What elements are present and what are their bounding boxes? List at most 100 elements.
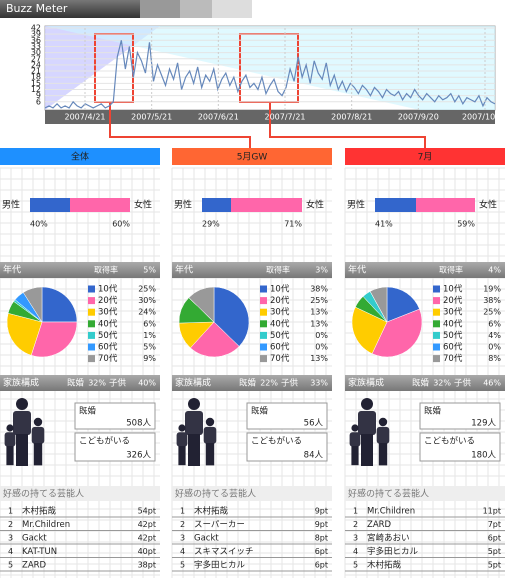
- pie-slice: [190, 321, 240, 358]
- person-head: [16, 398, 28, 410]
- info-box: [246, 402, 328, 430]
- rank: 1: [180, 507, 185, 516]
- legend-label: 10代: [270, 284, 290, 295]
- rank: 4: [180, 547, 185, 556]
- person-head: [6, 424, 14, 432]
- legend-swatch: [433, 355, 440, 363]
- legend-value: 0%: [315, 331, 328, 340]
- legend-swatch: [433, 320, 440, 328]
- name: Mr.Children: [367, 507, 415, 517]
- info-box: [74, 402, 156, 430]
- info-box: [419, 432, 501, 462]
- legend-label: 10代: [98, 284, 118, 295]
- person-legs: [351, 446, 359, 466]
- legend-label: 20代: [270, 295, 290, 306]
- gender-label: 男性: [174, 199, 192, 211]
- person-body: [13, 411, 31, 435]
- legend-value: 25%: [138, 285, 156, 294]
- y-tick-label: 6: [36, 97, 41, 106]
- legend-label: 50代: [270, 330, 290, 341]
- rate-value: 4%: [488, 266, 501, 275]
- rate-label: 取得率: [266, 265, 290, 275]
- female-percent: 71%: [284, 220, 302, 229]
- legend-swatch: [260, 320, 267, 328]
- male-percent: 40%: [30, 220, 48, 229]
- y-tick-label: 36: [31, 36, 41, 45]
- info-value: 326人: [126, 451, 151, 461]
- married-rate: 32%: [433, 379, 451, 388]
- legend-label: 30代: [443, 307, 463, 318]
- rank: 5: [353, 561, 358, 570]
- rate-label: 取得率: [439, 265, 463, 275]
- info-box: [419, 402, 501, 430]
- x-tick-label: 2007/4/21: [64, 113, 105, 122]
- rank: 3: [353, 534, 358, 543]
- person-legs: [378, 443, 388, 466]
- legend-swatch: [260, 355, 267, 363]
- legend-swatch: [260, 285, 267, 293]
- legend-label: 30代: [270, 307, 290, 318]
- points: 8pt: [315, 534, 328, 543]
- person-legs: [205, 443, 215, 466]
- children-rate: 33%: [310, 379, 328, 388]
- legend-swatch: [88, 308, 95, 316]
- person-legs: [188, 434, 200, 466]
- married-label: 既婚: [239, 378, 257, 389]
- male-percent: 41%: [375, 220, 393, 229]
- legend-swatch: [433, 343, 440, 351]
- legend-value: 13%: [310, 308, 328, 317]
- person-head: [378, 417, 388, 427]
- name: スキマスイッチ: [194, 547, 254, 557]
- legend-label: 10代: [443, 284, 463, 295]
- name: 木村拓哉: [22, 506, 57, 517]
- x-tick-label: 2007/5/21: [131, 113, 172, 122]
- legend-swatch: [88, 297, 95, 305]
- person-body: [4, 432, 16, 447]
- legend-value: 19%: [483, 285, 501, 294]
- legend-swatch: [260, 331, 267, 339]
- children-rate: 46%: [483, 379, 501, 388]
- legend-value: 8%: [488, 354, 501, 363]
- y-tick-label: 15: [31, 79, 41, 88]
- header-block: [180, 0, 212, 18]
- points: 9pt: [315, 520, 328, 529]
- points: 40pt: [138, 547, 156, 556]
- section-title: 年代: [348, 264, 366, 276]
- legend-swatch: [260, 308, 267, 316]
- legend-label: 60代: [98, 342, 118, 353]
- section-bar: [0, 262, 160, 278]
- points: 9pt: [315, 507, 328, 516]
- rank: 1: [8, 507, 13, 516]
- name: ZARD: [22, 561, 47, 571]
- info-label: 既婚: [251, 406, 269, 417]
- legend-label: 50代: [98, 330, 118, 341]
- person-legs: [361, 434, 373, 466]
- pie-slice: [386, 286, 420, 323]
- legend-label: 20代: [98, 295, 118, 306]
- female-percent: 59%: [457, 220, 475, 229]
- children-label: 子供: [281, 378, 299, 389]
- name: ZARD: [367, 520, 392, 530]
- gender-label: 女性: [479, 199, 497, 211]
- info-label: 既婚: [79, 406, 97, 417]
- person-head: [178, 424, 186, 432]
- y-tick-label: 21: [31, 67, 41, 76]
- person-legs: [16, 434, 28, 466]
- info-box: [74, 432, 156, 462]
- x-tick-label: 2007/6/21: [198, 113, 239, 122]
- info-value: 508人: [126, 419, 151, 429]
- section-title: 好感の持てる芸能人: [3, 488, 84, 500]
- pie-slice: [369, 286, 388, 323]
- legend-label: 70代: [270, 353, 290, 364]
- married-rate: 22%: [260, 379, 278, 388]
- name: Gackt: [194, 534, 219, 544]
- pie-slice: [188, 286, 215, 323]
- name: 木村拓哉: [367, 560, 402, 571]
- married-label: 既婚: [67, 378, 85, 389]
- person-body: [185, 411, 203, 435]
- person-head: [351, 424, 359, 432]
- y-tick-label: 18: [31, 73, 41, 82]
- section-title: 家族構成: [175, 377, 211, 389]
- legend-swatch: [88, 320, 95, 328]
- section-bar: [0, 375, 160, 391]
